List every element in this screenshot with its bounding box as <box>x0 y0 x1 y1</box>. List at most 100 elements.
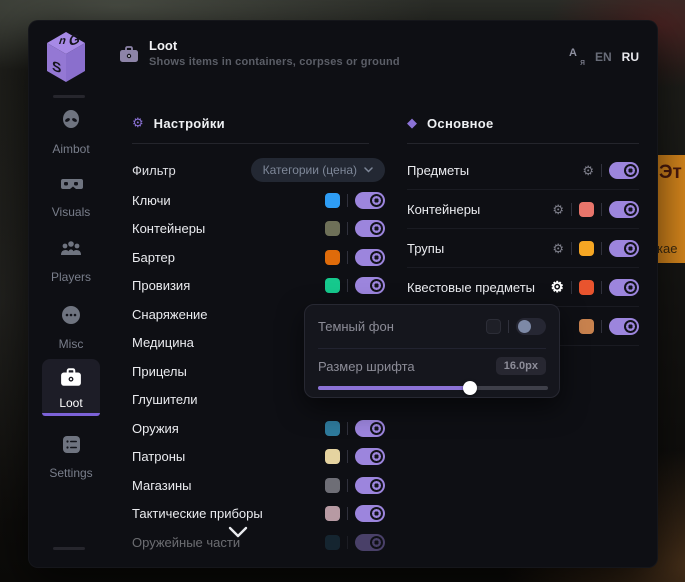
sidebar-item-loot[interactable]: Loot <box>42 359 100 416</box>
sidebar-item-visuals[interactable]: Visuals <box>29 174 113 219</box>
sidebar-divider-top <box>53 95 85 98</box>
sidebar-item-aimbot[interactable]: Aimbot <box>29 109 113 156</box>
dark-background-color-swatch[interactable] <box>486 319 501 334</box>
game-tooltip-text-1: Эт <box>659 162 682 183</box>
loot-briefcase-icon <box>120 46 138 62</box>
toggle-on[interactable] <box>355 505 385 523</box>
dark-background-row: Темный фон <box>318 305 546 349</box>
players-icon <box>61 241 81 255</box>
color-swatch[interactable] <box>325 477 340 493</box>
list-item: Магазины <box>132 471 385 500</box>
item-settings-gear-icon[interactable]: ⚙ <box>552 240 564 256</box>
diamond-icon: ◆ <box>407 115 417 130</box>
main-panel-divider <box>407 143 639 144</box>
toggle-on[interactable] <box>609 200 639 218</box>
toggle-on[interactable] <box>609 161 639 179</box>
dark-background-label: Темный фон <box>318 319 394 334</box>
list-item: Ключи <box>132 186 385 215</box>
item-settings-gear-icon-active[interactable]: ⚙ <box>550 278 564 296</box>
color-swatch[interactable] <box>579 279 594 295</box>
list-icon <box>62 436 80 453</box>
list-item: Контейнеры <box>132 215 385 244</box>
list-item: Оружия <box>132 414 385 443</box>
list-item-covered: Снаряжение <box>132 306 208 322</box>
list-item: Патроны <box>132 443 385 472</box>
toggle-on[interactable] <box>609 317 639 335</box>
color-swatch[interactable] <box>579 240 594 256</box>
game-tooltip-text-2: кае <box>657 241 678 256</box>
list-item: Квестовые предметы ⚙ <box>407 268 639 307</box>
sidebar-item-misc[interactable]: Misc <box>29 304 113 351</box>
toggle-on[interactable] <box>355 220 385 238</box>
sidebar-item-settings[interactable]: Settings <box>29 434 113 480</box>
main-items-list: Предметы ⚙ Контейнеры ⚙ Трупы ⚙ <box>407 151 639 346</box>
list-item: Тактические приборы <box>132 500 385 529</box>
sidebar-divider-bottom <box>53 547 85 550</box>
color-swatch[interactable] <box>325 192 340 208</box>
filter-label: Фильтр <box>132 162 176 178</box>
svg-text:n: n <box>57 35 68 47</box>
toggle-on[interactable] <box>355 419 385 437</box>
filters-panel-divider <box>132 143 369 144</box>
filter-dropdown-value: Категории (цена) <box>262 163 357 177</box>
svg-text:S: S <box>52 59 62 78</box>
color-swatch[interactable] <box>579 318 594 334</box>
color-swatch[interactable] <box>325 278 340 294</box>
color-swatch[interactable] <box>325 534 340 550</box>
filter-category-dropdown[interactable]: Категории (цена) <box>250 158 385 182</box>
dark-background-toggle-off[interactable] <box>516 318 546 335</box>
list-item: Контейнеры ⚙ <box>407 190 639 229</box>
slider-handle[interactable] <box>462 381 477 395</box>
item-settings-popup: Темный фон Размер шрифта 16.0px <box>304 304 560 398</box>
list-item: Предметы ⚙ <box>407 151 639 190</box>
color-swatch[interactable] <box>325 506 340 522</box>
goggles-icon <box>61 179 83 189</box>
color-swatch[interactable] <box>325 221 340 237</box>
list-item: Провизия <box>132 272 385 301</box>
font-size-label: Размер шрифта <box>318 358 415 374</box>
filter-row: Фильтр Категории (цена) <box>132 157 385 183</box>
color-swatch[interactable] <box>325 249 340 265</box>
svg-text:G: G <box>69 31 80 50</box>
gear-icon: ⚙ <box>132 115 144 130</box>
page-title: Loot <box>149 38 178 53</box>
color-swatch[interactable] <box>325 420 340 436</box>
scroll-more-chevron-icon <box>228 526 248 538</box>
toggle-on[interactable] <box>609 278 639 296</box>
chevron-down-icon <box>364 167 373 173</box>
list-item: Бартер <box>132 243 385 272</box>
item-settings-gear-icon[interactable]: ⚙ <box>552 201 564 217</box>
lang-en-button[interactable]: EN <box>594 50 612 64</box>
alien-icon <box>63 110 79 128</box>
game-background-tooltip: Эт кае <box>656 155 685 263</box>
toggle-on[interactable] <box>355 533 385 551</box>
toggle-on[interactable] <box>355 476 385 494</box>
list-item: Трупы ⚙ <box>407 229 639 268</box>
page-subtitle: Shows items in containers, corpses or gr… <box>149 56 400 68</box>
list-item-covered: Медицина <box>132 335 194 351</box>
list-item-covered: Глушители <box>132 392 198 408</box>
color-swatch[interactable] <box>325 449 340 465</box>
filter-items-list: Ключи Контейнеры Бартер Провизия Снаряже… <box>132 186 385 557</box>
filters-panel-header: ⚙ Настройки <box>132 115 225 131</box>
lang-ru-button[interactable]: RU <box>621 50 639 64</box>
list-item-covered: Прицелы <box>132 363 187 379</box>
briefcase-icon <box>61 368 81 386</box>
app-logo-icon: n S G <box>47 31 85 82</box>
sidebar-item-players[interactable]: Players <box>29 239 113 284</box>
toggle-on[interactable] <box>355 248 385 266</box>
toggle-on[interactable] <box>355 448 385 466</box>
main-panel-header: ◆ Основное <box>407 115 494 131</box>
toggle-on[interactable] <box>609 239 639 257</box>
toggle-on[interactable] <box>355 277 385 295</box>
font-size-slider[interactable] <box>318 381 548 395</box>
toggle-on[interactable] <box>355 191 385 209</box>
color-swatch[interactable] <box>579 201 594 217</box>
slider-fill <box>318 386 470 390</box>
item-settings-gear-icon[interactable]: ⚙ <box>582 162 594 178</box>
font-size-row: Размер шрифта 16.0px <box>318 353 546 379</box>
filters-panel-title: Настройки <box>153 115 225 131</box>
main-panel-title: Основное <box>427 115 494 131</box>
